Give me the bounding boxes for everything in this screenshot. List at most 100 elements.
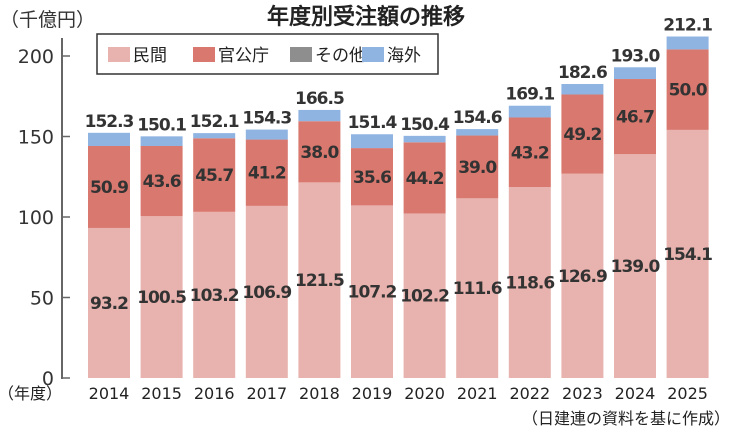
data-label: 49.2	[563, 125, 601, 145]
data-label: 100.5	[137, 288, 186, 308]
bar-segment-官公庁	[508, 117, 551, 188]
y-ticks: 0 50 100 150 200	[18, 46, 70, 390]
bar-segment-官公庁	[403, 142, 446, 214]
data-label: 111.6	[453, 279, 502, 299]
data-label: 44.2	[406, 169, 444, 189]
x-tick-label: 2020	[404, 384, 445, 403]
bar-segment-海外	[614, 67, 656, 80]
data-label: 38.0	[300, 143, 339, 163]
bar-segment-海外	[88, 132, 130, 146]
total-label: 212.1	[663, 16, 712, 36]
data-label: 106.9	[242, 283, 291, 303]
data-label: 154.1	[663, 245, 712, 265]
bar-segment-官公庁	[140, 145, 183, 217]
legend-label: 海外	[387, 46, 421, 66]
bar-segment-海外	[666, 36, 709, 50]
x-tick-label: 2016	[194, 384, 235, 403]
data-label: 45.7	[195, 166, 233, 186]
bar-segment-民間	[140, 216, 183, 378]
bar-segment-民間	[245, 205, 288, 378]
total-label: 182.6	[558, 63, 607, 83]
total-label: 169.1	[505, 85, 554, 105]
y-tick-label: 150	[18, 127, 54, 149]
bar-segment-民間	[351, 205, 393, 378]
y-axis-label: （千億円）	[0, 9, 95, 31]
bar-segment-官公庁	[561, 94, 604, 174]
bar-segment-官公庁	[193, 138, 236, 212]
legend-swatch	[193, 47, 215, 62]
total-label: 151.4	[348, 113, 398, 133]
bar-segment-海外	[298, 109, 341, 122]
y-tick-label: 50	[30, 288, 54, 310]
data-label: 41.2	[248, 164, 286, 184]
x-tick-label: 2022	[509, 384, 550, 403]
bar-segment-海外	[140, 136, 183, 146]
x-labels: 2014 2015 2016 2017 2018 2019 2020 2021 2022 2023…	[89, 384, 708, 403]
data-label: 50.9	[90, 178, 128, 198]
total-label: 154.6	[453, 108, 502, 128]
bar-segment-海外	[245, 129, 288, 140]
data-label: 107.2	[348, 283, 397, 303]
data-label: 118.6	[505, 274, 554, 294]
bars-group: 93.2 50.9 152.3 100.5 43.6 150.1 103.2 45.7 152.…	[85, 16, 713, 378]
total-label: 154.3	[242, 109, 291, 129]
legend-label: 官公庁	[218, 46, 269, 66]
bar-segment-海外	[351, 134, 393, 149]
x-axis-label: （年度）	[0, 384, 62, 403]
data-label: 43.2	[511, 143, 549, 163]
bar-segment-官公庁	[351, 148, 393, 206]
bar-segment-民間	[403, 213, 446, 378]
bar-segment-民間	[298, 182, 341, 378]
x-tick-label: 2023	[562, 384, 603, 403]
legend-label: その他	[315, 46, 366, 66]
bar-segment-官公庁	[666, 49, 709, 130]
legend-swatch	[108, 47, 130, 62]
bar-segment-民間	[193, 211, 236, 378]
chart-title: 年度別受注額の推移	[267, 4, 465, 30]
x-tick-label: 2019	[352, 384, 393, 403]
bar-segment-海外	[403, 135, 446, 143]
bar-segment-海外	[456, 129, 499, 136]
bar-segment-民間	[88, 227, 130, 378]
legend-swatch	[290, 47, 312, 62]
legend: 民間 官公庁 その他 海外	[96, 33, 439, 75]
bar-segment-官公庁	[614, 79, 656, 155]
data-label: 39.0	[458, 158, 497, 178]
total-label: 152.3	[85, 112, 134, 132]
bar-segment-海外	[508, 105, 551, 118]
bar-segment-海外	[561, 84, 604, 95]
bar-segment-民間	[614, 154, 656, 378]
bar-segment-民間	[508, 187, 551, 378]
bar-segment-民間	[666, 129, 709, 378]
total-label: 150.4	[400, 115, 450, 135]
data-label: 139.0	[611, 257, 661, 277]
data-label: 121.5	[295, 271, 344, 291]
y-tick-label: 100	[18, 207, 54, 229]
data-label: 102.2	[400, 287, 449, 307]
x-tick-label: 2014	[89, 384, 130, 403]
x-tick-label: 2015	[141, 384, 182, 403]
legend-label: 民間	[133, 46, 167, 66]
total-label: 166.5	[295, 89, 344, 109]
x-tick-label: 2017	[246, 384, 287, 403]
bar-segment-官公庁	[298, 121, 341, 183]
x-tick-label: 2021	[457, 384, 498, 403]
bar-segment-海外	[193, 133, 236, 139]
data-label: 43.6	[143, 172, 181, 192]
bar-segment-民間	[561, 173, 604, 378]
legend-swatch	[362, 47, 384, 62]
total-label: 152.1	[190, 112, 239, 132]
data-label: 103.2	[190, 286, 239, 306]
bar-segment-官公庁	[456, 135, 499, 199]
bar-segment-官公庁	[245, 139, 288, 206]
data-label: 46.7	[616, 108, 654, 128]
x-tick-label: 2025	[667, 384, 708, 403]
total-label: 150.1	[137, 115, 186, 135]
total-label: 193.0	[611, 46, 661, 66]
source-note: （日建連の資料を基に作成）	[522, 409, 730, 428]
x-tick-label: 2018	[299, 384, 340, 403]
data-label: 93.2	[90, 294, 128, 314]
data-label: 50.0	[669, 81, 708, 101]
x-tick-label: 2024	[615, 384, 656, 403]
